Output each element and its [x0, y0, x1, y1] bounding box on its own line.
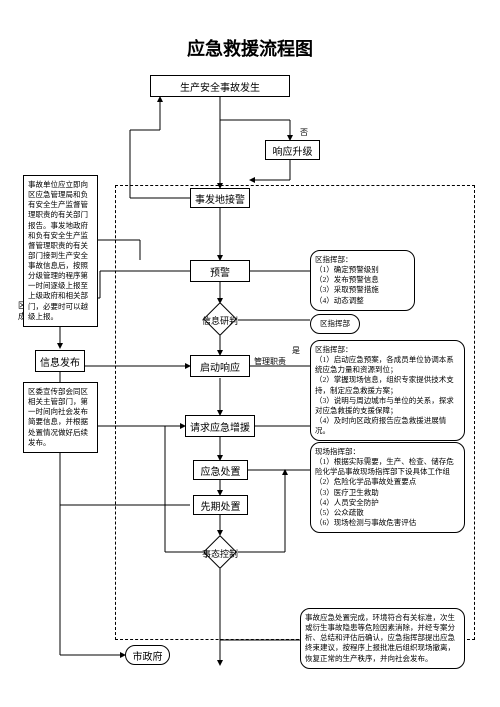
node-alarm: 事发地接警 — [190, 188, 250, 208]
note-r3-d: （3）说明与周边城市与单位的关系，探求对应急救援的支援保障； — [315, 396, 460, 416]
note-r3-a: 区指挥部： — [315, 345, 460, 355]
note-r4-b: （1）根据实际需要，生产、检查、储存危险化学品事故现场指挥部下设具体工作组 — [315, 457, 460, 477]
note-r3: 区指挥部： （1）启动应急预案，各成员单位协调本系统应急力量和资源到位； （2）… — [310, 340, 465, 441]
note-r1-e: （4）动态调整 — [315, 296, 410, 306]
note-r5: 事故应急处置完成，环境符合有关标准，次生或衍生事故隐患等危险因素消除，并经专案分… — [300, 608, 465, 669]
node-request: 请求应急增援 — [185, 415, 255, 437]
note-r3-e: （4）及时向区政府报告应急救援进展情况。 — [315, 416, 460, 436]
label-mgmt-bridge: 管理职责 — [254, 356, 286, 367]
diamond-control-label: 事态控制 — [198, 547, 242, 560]
note-r4-c: （2）危险化学品事故处置要点 — [315, 477, 460, 487]
node-start: 生产安全事故发生 — [150, 75, 290, 97]
label-no: 否 — [300, 127, 308, 138]
note-r4-g: （6）现场检测与事故危害评估 — [315, 518, 460, 528]
note-r4: 现场指挥部： （1）根据实际需要，生产、检查、储存危险化学品事故现场指挥部下设具… — [310, 442, 465, 533]
node-upgrade: 响应升级 — [265, 140, 320, 160]
note-r1-c: （2）发布预警信息 — [315, 275, 410, 285]
note-r4-f: （5）公众疏散 — [315, 508, 460, 518]
note-r1: 区指挥部： （1）确定预警级别 （2）发布预警信息 （3）采取预警措施 （4）动… — [310, 250, 415, 311]
label-yes: 是 — [292, 345, 300, 356]
diamond-judge-label: 信息研判 — [198, 314, 242, 327]
note-r1-b: （1）确定预警级别 — [315, 265, 410, 275]
node-post: 先期处置 — [193, 495, 248, 515]
note-r4-a: 现场指挥部： — [315, 447, 460, 457]
node-info-publish: 信息发布 — [35, 350, 85, 372]
page-title: 应急救援流程图 — [0, 35, 500, 61]
node-activate: 启动响应 — [190, 355, 250, 377]
note-r3-b: （1）启动应急预案，各成员单位协调本系统应急力量和资源到位； — [315, 355, 460, 375]
note-r4-e: （4）人员安全防护 — [315, 498, 460, 508]
note-r1-a: 区指挥部： — [315, 255, 410, 265]
note-left-top: 事故单位应立即向区应急管理局和负有安全生产监督管理职责的有关部门报告。事发地政府… — [23, 175, 98, 327]
node-gov: 市政府 — [125, 645, 170, 665]
note-r3-c: （2）掌握现场信息，组织专家提供技术支持，制定应急救援方案； — [315, 375, 460, 395]
note-r1-d: （3）采取预警措施 — [315, 285, 410, 295]
node-dispose: 应急处置 — [193, 460, 248, 480]
note-left-bottom: 区委宣传部会同区相关主管部门，第一时间向社会发布简要信息，并根据处置情况做好后续… — [23, 382, 98, 453]
node-warning: 预警 — [190, 260, 250, 282]
note-r4-d: （3）医疗卫生救助 — [315, 488, 460, 498]
note-r2: 区指挥部 — [310, 314, 360, 334]
